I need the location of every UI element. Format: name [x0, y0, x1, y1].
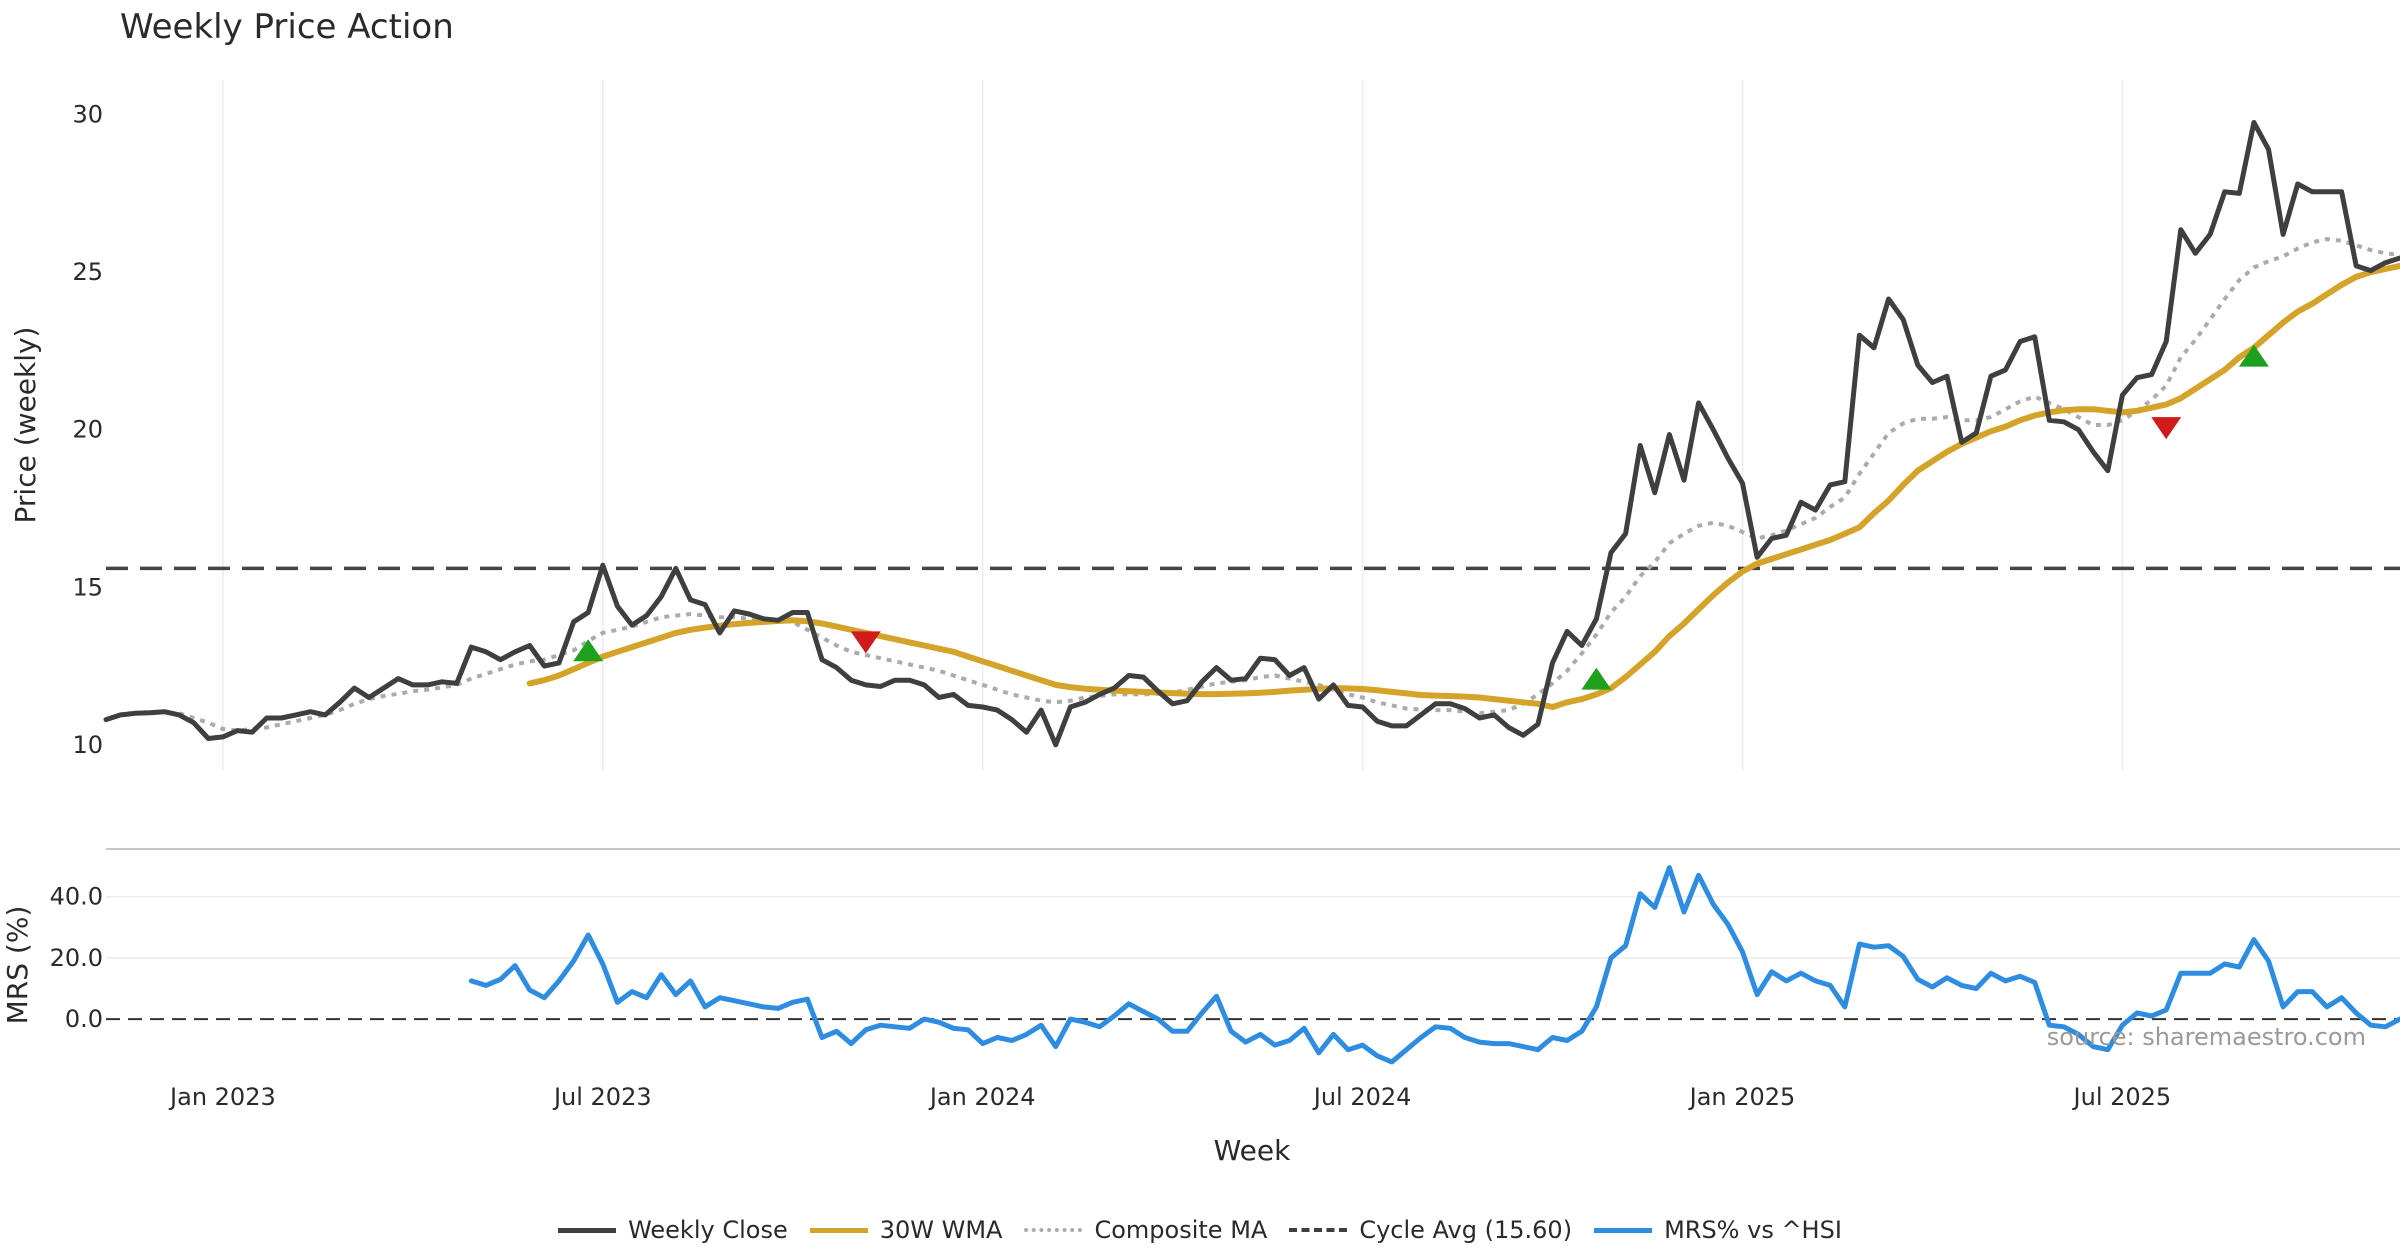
legend-swatch — [1289, 1228, 1348, 1232]
mrs-y-ticks: 0.0 20.0 40.0 — [50, 883, 103, 1033]
chart-title: Weekly Price Action — [120, 7, 454, 47]
price-y-axis-label: Price (weekly) — [9, 327, 42, 524]
mrs-panel-grid — [106, 895, 2400, 959]
signal-markers — [573, 344, 2269, 690]
mrs-line — [468, 865, 2400, 1065]
sell-signal-marker — [850, 631, 881, 654]
legend-item: Weekly Close — [558, 1216, 788, 1244]
legend-label: MRS% vs ^HSI — [1664, 1216, 1842, 1244]
x-axis-label: Week — [1214, 1134, 1291, 1167]
legend-label: 30W WMA — [879, 1216, 1003, 1244]
price-y-tick-label: 30 — [72, 101, 103, 129]
price-y-tick-label: 10 — [72, 731, 103, 759]
mrs-series — [468, 865, 2400, 1065]
wma-30w-line — [526, 262, 2400, 710]
weekly-close-line — [103, 120, 2400, 748]
composite-ma-line — [178, 237, 2400, 733]
x-tick-label: Jul 2023 — [552, 1083, 652, 1111]
sell-signal-marker — [2151, 417, 2182, 440]
buy-signal-marker — [1581, 667, 1612, 690]
price-y-tick-label: 20 — [72, 416, 103, 444]
x-ticks: Jan 2023 Jul 2023 Jan 2024 Jul 2024 Jan 2025… — [168, 1083, 2171, 1111]
price-series — [103, 120, 2400, 748]
legend-swatch — [558, 1227, 617, 1233]
mrs-y-tick-label: 40.0 — [50, 883, 103, 911]
x-tick-label: Jul 2024 — [1312, 1083, 1412, 1111]
legend-label: Weekly Close — [628, 1216, 788, 1244]
legend-item: 30W WMA — [809, 1216, 1003, 1244]
price-y-tick-label: 15 — [72, 573, 103, 601]
price-y-tick-label: 25 — [72, 258, 103, 286]
legend-swatch — [1024, 1228, 1083, 1232]
mrs-y-axis-label: MRS (%) — [1, 906, 34, 1025]
buy-signal-marker — [573, 639, 604, 662]
legend-label: Composite MA — [1094, 1216, 1268, 1244]
price-panel-grid — [222, 80, 2124, 770]
buy-signal-marker — [2238, 344, 2269, 367]
x-tick-label: Jul 2025 — [2072, 1083, 2172, 1111]
source-watermark: source: sharemaestro.com — [2047, 1023, 2366, 1051]
mrs-y-tick-label: 0.0 — [65, 1005, 103, 1033]
legend-swatch — [809, 1227, 868, 1233]
price-y-ticks: 10 15 20 25 30 — [72, 101, 103, 759]
legend-item: Cycle Avg (15.60) — [1289, 1216, 1572, 1244]
legend-swatch — [1594, 1227, 1653, 1233]
x-tick-label: Jan 2024 — [928, 1083, 1036, 1111]
x-tick-label: Jan 2025 — [1688, 1083, 1796, 1111]
legend-item: Composite MA — [1024, 1216, 1267, 1244]
mrs-y-tick-label: 20.0 — [50, 944, 103, 972]
legend-item: MRS% vs ^HSI — [1594, 1216, 1842, 1244]
x-tick-label: Jan 2023 — [168, 1083, 276, 1111]
legend-label: Cycle Avg (15.60) — [1359, 1216, 1573, 1244]
legend: Weekly Close 30W WMA Composite MA Cycle Avg… — [0, 1210, 2400, 1250]
